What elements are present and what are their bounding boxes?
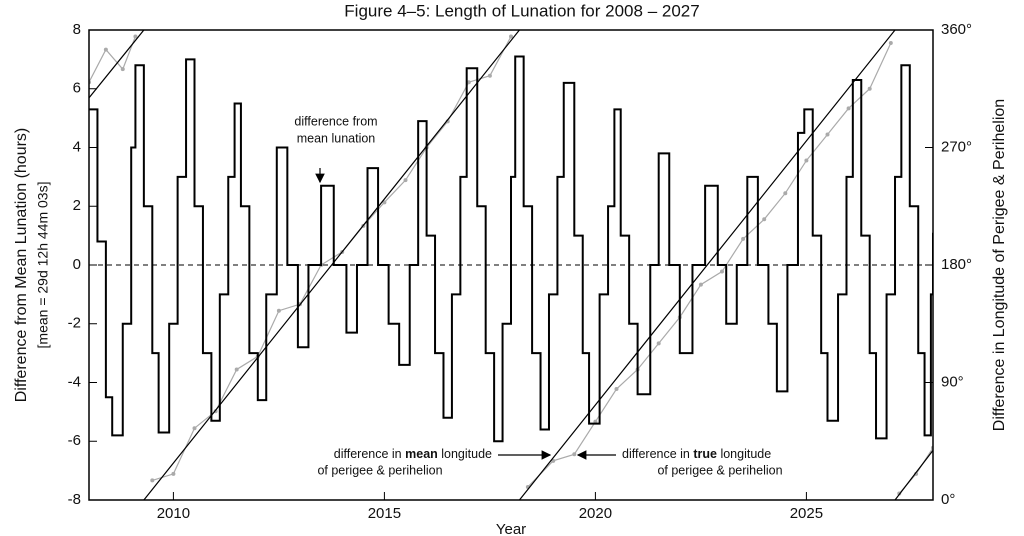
annotation-text: longitude [438, 447, 492, 461]
series-marker [720, 269, 724, 274]
series-marker [867, 86, 872, 91]
y2-tick-label: 180° [941, 256, 972, 273]
y-tick-label: 6 [73, 80, 81, 97]
series-marker [741, 236, 746, 241]
annotation: difference from [294, 114, 377, 128]
series-marker [762, 217, 767, 222]
y-tick-label: -8 [68, 491, 81, 508]
annotation: difference in true longitude [622, 447, 771, 461]
annotation: of perigee & perihelion [317, 463, 442, 477]
series-marker [192, 426, 197, 431]
series-marker [133, 34, 138, 39]
y-tick-label: -6 [68, 432, 81, 449]
series-marker [846, 106, 851, 111]
y2-tick-label: 270° [941, 138, 972, 155]
series-marker [120, 67, 125, 72]
x-tick-label: 2025 [790, 505, 823, 522]
annotation: mean lunation [297, 131, 376, 145]
series-marker [783, 191, 788, 196]
y-axis-label: Difference from Mean Lunation (hours) [13, 128, 30, 403]
series-marker [276, 308, 281, 313]
y-axis-sublabel: [mean = 29d 12h 44m 03s] [35, 182, 51, 349]
series-marker [825, 132, 830, 137]
series-marker [698, 282, 703, 287]
series-marker [234, 367, 239, 372]
y2-tick-label: 90° [941, 373, 964, 390]
y2-axis-label: Difference in Longitude of Perigee & Per… [991, 99, 1008, 431]
x-tick-label: 2015 [368, 505, 401, 522]
annotation-text: longitude [717, 447, 771, 461]
annotation-bold: true [693, 447, 717, 461]
annotation-bold: mean [405, 447, 438, 461]
series-marker [171, 471, 176, 476]
series-marker [487, 73, 492, 78]
series-marker [150, 478, 155, 483]
series-marker [804, 158, 809, 163]
series-marker [103, 47, 108, 52]
y-tick-label: 8 [73, 21, 81, 38]
y-tick-label: -2 [68, 315, 81, 332]
series-marker [382, 200, 387, 205]
series-line [89, 36, 933, 494]
series-marker [572, 452, 577, 457]
series-marker [614, 387, 619, 392]
annotation: of perigee & perihelion [657, 463, 782, 477]
series-line [89, 55, 933, 443]
series-marker [403, 178, 408, 183]
series-marker [509, 34, 513, 39]
y-tick-label: 4 [73, 138, 81, 155]
x-axis-label: Year [496, 521, 526, 536]
y-tick-label: 2 [73, 197, 81, 214]
annotation-text: difference in [334, 447, 405, 461]
series-marker [656, 341, 661, 346]
series-line [89, 30, 933, 500]
y-tick-label: -4 [68, 373, 81, 390]
series-marker [466, 80, 471, 85]
annotation-text: difference in [622, 447, 693, 461]
annotation: difference in mean longitude [334, 447, 492, 461]
y2-tick-label: 360° [941, 21, 972, 38]
series-marker [888, 41, 893, 46]
x-tick-label: 2010 [157, 505, 190, 522]
y-tick-label: 0 [73, 256, 81, 273]
chart-title: Figure 4–5: Length of Lunation for 2008 … [344, 1, 699, 20]
y2-tick-label: 0° [941, 491, 955, 508]
x-tick-label: 2020 [579, 505, 612, 522]
